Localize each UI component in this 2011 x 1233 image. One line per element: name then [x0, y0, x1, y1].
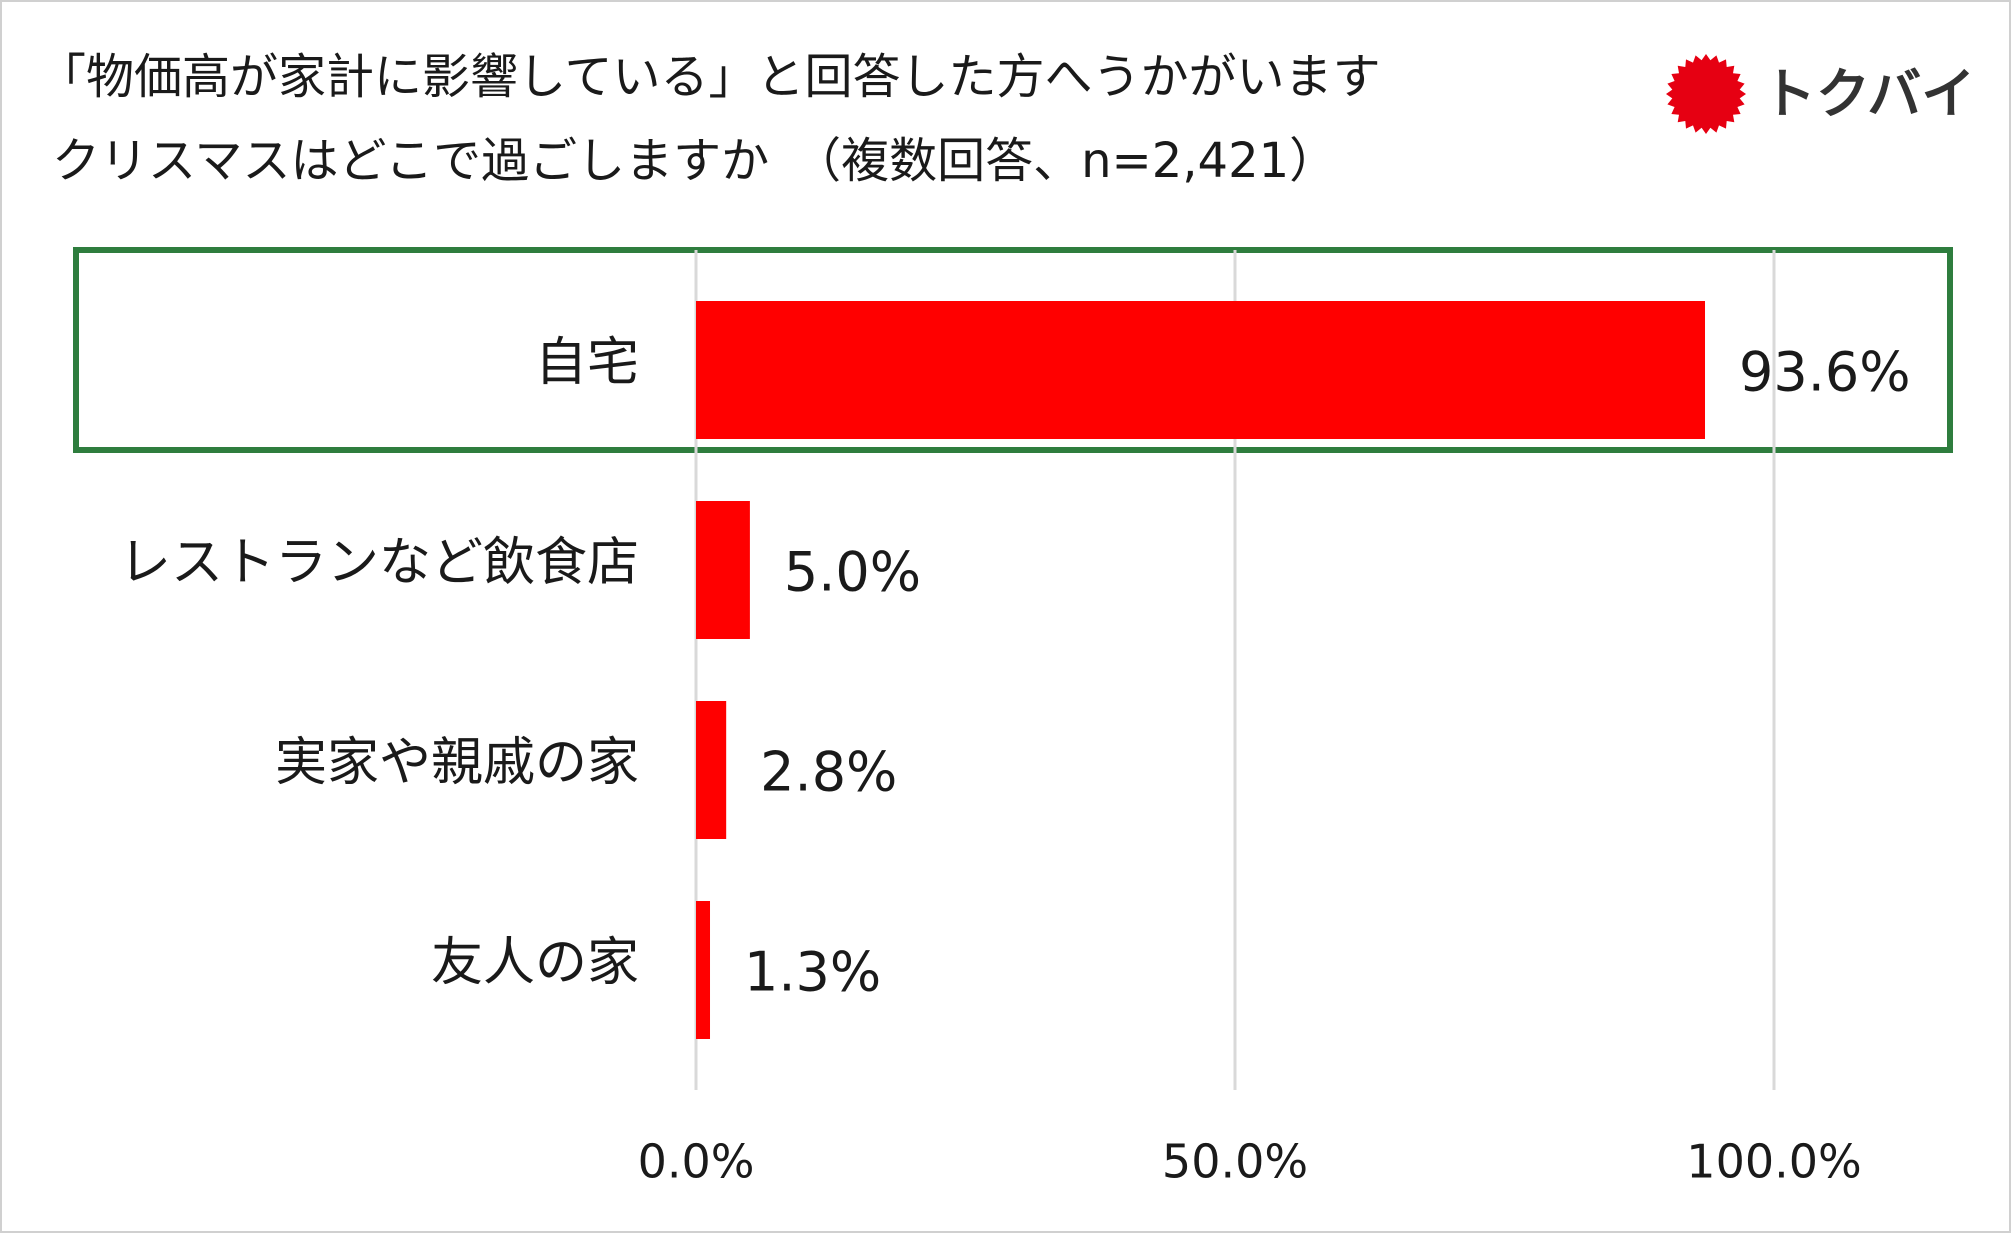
bar: [696, 701, 727, 839]
category-label: 友人の家: [431, 933, 639, 993]
chart-subtitle: クリスマスはどこで過ごしますか （複数回答、n=2,421）: [52, 133, 1337, 189]
x-tick-label: 100.0%: [1686, 1135, 1861, 1189]
category-label: 実家や親戚の家: [275, 733, 639, 793]
x-tick-label: 50.0%: [1162, 1135, 1308, 1189]
highlight-box: [73, 247, 1953, 453]
bar: [696, 301, 1706, 439]
logo: トクバイ: [1666, 54, 1975, 134]
logo-mark: [1666, 54, 1746, 134]
value-label: 5.0%: [784, 541, 921, 604]
logo-text: トクバイ: [1762, 63, 1975, 126]
bar: [696, 501, 750, 639]
category-label: レストランなど飲食店: [119, 533, 639, 593]
bar: [696, 901, 711, 1039]
x-tick-label: 0.0%: [638, 1135, 755, 1189]
category-label: 自宅: [535, 333, 639, 393]
value-label: 1.3%: [744, 941, 881, 1004]
value-label: 93.6%: [1739, 341, 1911, 404]
chart-title: 「物価高が家計に影響している」と回答した方へうかがいます: [38, 49, 1381, 105]
value-label: 2.8%: [760, 741, 897, 804]
